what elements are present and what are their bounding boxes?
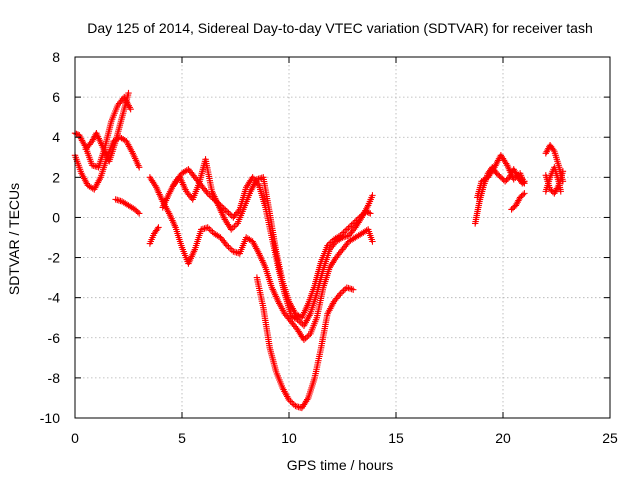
y-tick-label: 8 (52, 49, 60, 65)
data-series (508, 190, 528, 213)
y-axis-label: SDTVAR / TECUs (6, 183, 22, 295)
data-series (82, 89, 132, 165)
data-track (83, 91, 132, 163)
x-tick-label: 25 (602, 430, 618, 446)
data-track (509, 191, 527, 212)
data-series (474, 152, 528, 201)
data-track (171, 158, 373, 320)
y-tick-label: 0 (52, 209, 60, 225)
y-tick-label: 6 (52, 89, 60, 105)
data-track (543, 166, 564, 193)
data-series (170, 156, 374, 321)
data-point (170, 182, 177, 189)
y-tick-label: -8 (48, 370, 61, 386)
data-point (82, 146, 89, 153)
data-point (521, 190, 528, 197)
data-series (146, 174, 376, 343)
x-tick-label: 5 (178, 430, 186, 446)
y-tick-labels: -10 -8 -6 -4 -2 0 2 4 6 8 (40, 49, 60, 426)
data-series (542, 142, 567, 185)
data-point (508, 206, 515, 213)
y-tick-label: -6 (48, 330, 61, 346)
data-track (474, 153, 527, 199)
data-track (147, 225, 161, 245)
data-series (146, 224, 162, 247)
data-track (114, 196, 141, 216)
y-tick-label: -4 (48, 290, 61, 306)
x-tick-labels: 0 5 10 15 20 25 (71, 430, 618, 446)
x-tick-label: 20 (495, 430, 511, 446)
data-track (254, 276, 355, 411)
data-series (253, 274, 357, 412)
data-points (71, 89, 567, 412)
x-tick-label: 10 (281, 430, 297, 446)
y-tick-label: 2 (52, 169, 60, 185)
grid-lines (75, 57, 610, 418)
data-track (147, 175, 375, 342)
plot-frame (74, 56, 611, 419)
data-series (71, 93, 134, 171)
data-series (112, 196, 143, 217)
chart-title: Day 125 of 2014, Sidereal Day-to-day VTE… (87, 20, 593, 36)
x-tick-label: 15 (388, 430, 404, 446)
data-point (343, 226, 350, 233)
y-tick-label: 4 (52, 129, 60, 145)
y-tick-label: -10 (40, 410, 60, 426)
y-tick-label: -2 (48, 250, 61, 266)
data-track (73, 95, 133, 170)
data-point (367, 210, 374, 217)
x-axis-label: GPS time / hours (287, 457, 394, 473)
x-tick-label: 0 (71, 430, 79, 446)
data-series (542, 164, 564, 195)
